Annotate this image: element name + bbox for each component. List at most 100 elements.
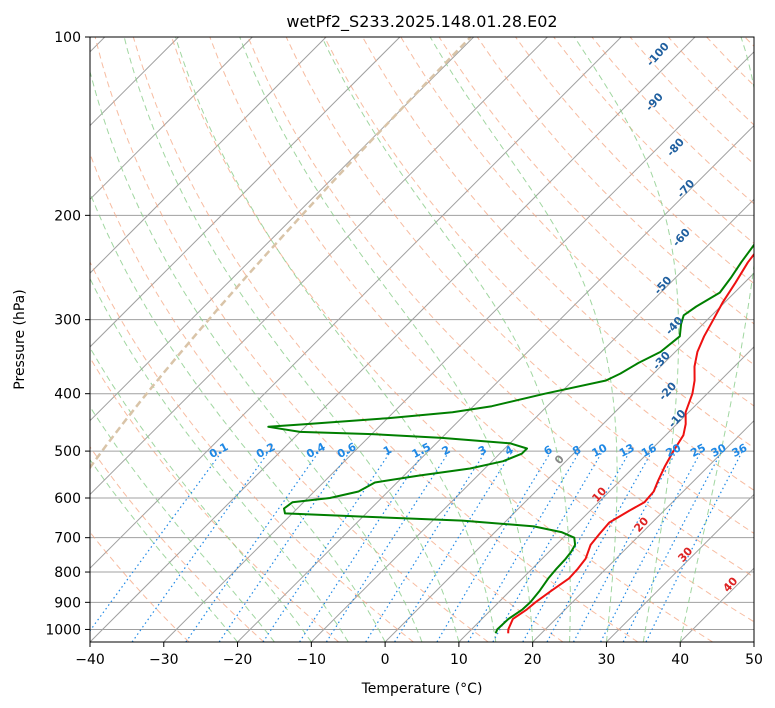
- chart-title: wetPf2_S233.2025.148.01.28.E02: [286, 12, 557, 32]
- isotherm-line: [90, 37, 401, 348]
- dry-adiabat-line: [94, 37, 564, 642]
- x-tick-label: 30: [598, 652, 616, 668]
- y-tick-label: 400: [54, 387, 81, 403]
- dewpoint-profile-line: [267, 243, 754, 634]
- dry-adiabat-line: [90, 356, 339, 642]
- dry-adiabat-line: [90, 446, 265, 642]
- isotherm-line: [90, 37, 622, 569]
- moist-adiabat-label: -70: [674, 177, 697, 201]
- dry-adiabat-line: [553, 37, 754, 245]
- isotherm-line: [458, 346, 754, 642]
- dry-adiabat-line: [476, 37, 754, 325]
- moist-adiabat-line: [429, 37, 618, 642]
- dry-adiabat-label: 0: [552, 452, 567, 467]
- mixing-ratio-label: 1.5: [410, 440, 433, 461]
- dry-adiabat-line: [209, 37, 754, 623]
- mixing-ratio-line: [365, 450, 487, 642]
- mixing-ratio-label: 13: [617, 441, 637, 460]
- mixing-ratio-line: [325, 450, 450, 642]
- isotherm-line: [532, 419, 754, 642]
- isotherm-line: [237, 124, 754, 642]
- moist-adiabat-line: [175, 37, 497, 642]
- y-tick-label: 300: [54, 313, 81, 329]
- x-tick-label: −40: [75, 652, 105, 668]
- isotherm-line: [679, 567, 754, 642]
- moist-adiabat-line: [90, 277, 349, 642]
- mixing-ratio-line: [299, 450, 426, 642]
- x-axis-title: Temperature (°C): [361, 681, 483, 697]
- dry-adiabat-line: [171, 37, 713, 642]
- mixing-ratio-label: 2: [440, 443, 453, 458]
- mixing-ratio-label: 16: [639, 441, 659, 460]
- dry-adiabat-line: [132, 37, 639, 642]
- moist-adiabat-line: [573, 37, 680, 642]
- mixing-ratio-line: [131, 450, 270, 642]
- mixing-ratio-line: [467, 450, 581, 642]
- dry-adiabat-line: [438, 37, 754, 366]
- mixing-ratio-label: 30: [709, 441, 729, 460]
- dry-adiabat-line: [515, 37, 754, 285]
- mixing-ratio-line: [185, 450, 320, 642]
- isotherm-line: [90, 37, 253, 201]
- moist-adiabat-label: -50: [651, 273, 674, 297]
- dry-adiabat-line: [90, 531, 190, 642]
- isotherm-line: [753, 641, 754, 642]
- y-tick-label: 500: [54, 444, 81, 460]
- mixing-ratio-line: [436, 450, 552, 642]
- dry-adiabat-label: 10: [589, 484, 609, 504]
- plot-frame: [89, 36, 755, 643]
- y-axis-title: Pressure (hPa): [12, 289, 28, 389]
- axes: −40 −30 −20 −10 0 10 20 30 40 5010020030040050060…: [45, 30, 763, 668]
- sounding-series: [267, 243, 754, 634]
- mixing-ratio-label: 25: [688, 441, 708, 460]
- y-tick-label: 200: [54, 208, 81, 224]
- dry-adiabat-line: [744, 37, 754, 47]
- moist-adiabat-line: [90, 191, 386, 642]
- mixing-ratio-line: [90, 450, 223, 632]
- background-lines: [90, 37, 754, 642]
- mixing-ratio-line: [546, 450, 653, 642]
- y-tick-label: 900: [54, 595, 81, 611]
- mixing-ratio-label: 0.4: [304, 440, 328, 461]
- mixing-ratio-label: 36: [730, 441, 750, 460]
- x-tick-label: 50: [745, 652, 763, 668]
- mixing-ratio-line: [522, 450, 631, 642]
- isotherm-line: [90, 37, 696, 642]
- x-tick-label: 10: [450, 652, 468, 668]
- temperature-profile-line: [507, 252, 754, 634]
- mixing-ratio-label: 20: [664, 441, 684, 460]
- dry-adiabat-line: [706, 37, 754, 87]
- moist-adiabat-label: -90: [643, 90, 666, 114]
- moist-adiabat-line: [123, 37, 460, 642]
- mixing-ratio-label: 0.6: [335, 440, 359, 461]
- y-tick-label: 100: [54, 30, 81, 46]
- y-tick-label: 600: [54, 491, 81, 507]
- x-tick-label: −30: [149, 652, 179, 668]
- moist-adiabat-line: [90, 458, 238, 642]
- x-tick-label: 0: [381, 652, 390, 668]
- mixing-ratio-line: [262, 450, 392, 642]
- mixing-ratio-label: 1: [381, 443, 394, 458]
- dry-adiabat-line: [247, 37, 754, 578]
- mixing-ratio-line: [394, 450, 513, 642]
- dry-adiabat-label: 30: [675, 544, 695, 564]
- mixing-ratio-line: [218, 450, 351, 642]
- moist-adiabat-line: [90, 405, 275, 642]
- y-tick-label: 700: [54, 531, 81, 547]
- line-labels: 0.1 0.2 0.4 0.6 1 1.5 2 3 4 6 8 10 13 16 20 25 30 36-100-…: [207, 40, 749, 595]
- moist-adiabat-line: [679, 37, 754, 642]
- dry-adiabat-line: [323, 37, 754, 491]
- dry-adiabat-line: [90, 152, 489, 642]
- x-tick-label: 40: [671, 652, 689, 668]
- dry-adiabat-label: 40: [720, 574, 740, 594]
- moist-adiabat-line: [90, 69, 423, 642]
- plot-area: [90, 37, 754, 642]
- mixing-ratio-line: [572, 450, 677, 642]
- x-tick-label: −10: [297, 652, 327, 668]
- dry-adiabat-line: [90, 260, 414, 642]
- isotherm-line: [163, 51, 754, 642]
- moist-adiabat-line: [90, 346, 312, 642]
- isotherm-line: [90, 37, 548, 496]
- y-tick-label: 1000: [45, 622, 81, 638]
